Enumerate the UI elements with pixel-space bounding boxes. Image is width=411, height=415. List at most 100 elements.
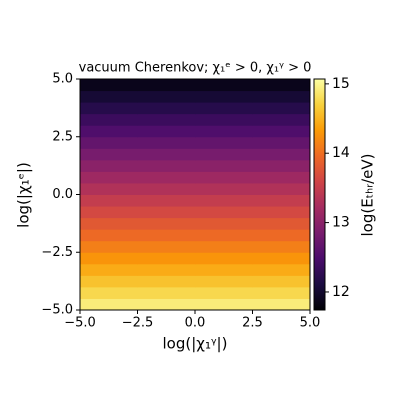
heatmap-cell [252,125,311,138]
heatmap-cell [137,113,196,126]
heatmap-cell [195,159,253,172]
heatmap-cell [80,171,138,184]
y-tick-label: 2.5 [52,129,73,144]
heatmap-cell [252,148,311,161]
heatmap-cell [80,240,138,253]
x-tick-label: 5.0 [300,316,321,331]
heatmap-cell [137,125,196,138]
heatmap-cell [80,148,138,161]
heatmap-cell [252,102,311,115]
heatmap-cell [137,206,196,219]
x-tick-label: −2.5 [122,316,154,331]
heatmap-cell [195,275,253,288]
heatmap-cell [137,148,196,161]
colorbar-tick-label: 13 [332,215,350,231]
heatmap-cell [137,194,196,207]
heatmap-cell [252,275,311,288]
heatmap-cell [252,79,311,92]
heatmap-cell [137,229,196,242]
heatmap-cell [195,136,253,149]
heatmap-cell [195,102,253,115]
heatmap-cell [137,252,196,265]
heatmap-cell [137,275,196,288]
y-tick-label: −2.5 [41,245,73,260]
heatmap-cell [137,217,196,230]
heatmap-cell [80,125,138,138]
heatmap-cell [252,159,311,172]
heatmap-cell [195,298,253,311]
colorbar-tick-label: 14 [332,145,350,161]
heatmap-cell [80,159,138,172]
heatmap-cell [137,79,196,92]
heatmap-cell [80,136,138,149]
heatmap-cell [252,113,311,126]
heatmap-cell [137,263,196,276]
colorbar-tick-label: 15 [332,76,350,92]
heatmap-cell [137,171,196,184]
heatmap-cell [195,182,253,195]
y-axis-label: log(|χ₁ᵉ|) [15,162,33,228]
heatmap-cell [252,136,311,149]
heatmap-cell [195,125,253,138]
heatmap-cell [80,206,138,219]
heatmap-cell [80,263,138,276]
heatmap-cell [137,182,196,195]
heatmap-cell [80,275,138,288]
heatmap-cell [195,263,253,276]
heatmap-cell [252,252,311,265]
x-tick-label: 2.5 [242,316,263,331]
heatmap-cell [80,102,138,115]
heatmap-cell [195,217,253,230]
heatmap-cell [252,206,311,219]
colorbar-label: log(Eₜₕᵣ/eV) [359,154,377,237]
colorbar-tick-label: 12 [332,284,350,300]
heatmap-cell [80,79,138,92]
heatmap-cell [80,298,138,311]
heatmap-cell [137,298,196,311]
y-tick-label: 5.0 [52,72,73,87]
heatmap-cell [137,136,196,149]
heatmap-cell [80,229,138,242]
heatmap-cell [195,194,253,207]
heatmap-cell [137,159,196,172]
heatmap-cell [252,90,311,103]
heatmap-cell [80,113,138,126]
heatmap-cell [195,229,253,242]
heatmap-cell [80,194,138,207]
heatmap-cell [195,286,253,299]
heatmap-cell [137,90,196,103]
heatmap-cell [252,240,311,253]
heatmap-cell [252,298,311,311]
heatmap-cell [252,263,311,276]
heatmap-cell [195,240,253,253]
heatmap-cell [252,217,311,230]
x-tick-label: −5.0 [64,316,96,331]
heatmap-cell [80,286,138,299]
heatmap-cell [80,217,138,230]
heatmap-cell [195,252,253,265]
heatmap-cell [195,148,253,161]
heatmap-cell [195,79,253,92]
heatmap-cell [80,252,138,265]
heatmap-cell [252,194,311,207]
heatmap-cell [195,171,253,184]
heatmap-cell [252,171,311,184]
y-tick-label: 0.0 [52,187,73,202]
chart-title: vacuum Cherenkov; χ₁ᵉ > 0, χ₁ᵞ > 0 [79,61,312,76]
heatmap-cell [252,286,311,299]
heatmap-cell [137,240,196,253]
y-tick-label: −5.0 [41,303,73,318]
heatmap-cell [195,90,253,103]
x-axis-label: log(|χ₁ᵞ|) [163,335,228,353]
heatmap-cell [252,229,311,242]
heatmap-cell [252,182,311,195]
heatmap-cell [137,102,196,115]
heatmap-cell [80,90,138,103]
x-tick-label: 0.0 [185,316,206,331]
heatmap-cell [195,206,253,219]
heatmap-cell [137,286,196,299]
heatmap-cell [80,182,138,195]
heatmap-cell [195,113,253,126]
colorbar [313,78,326,311]
